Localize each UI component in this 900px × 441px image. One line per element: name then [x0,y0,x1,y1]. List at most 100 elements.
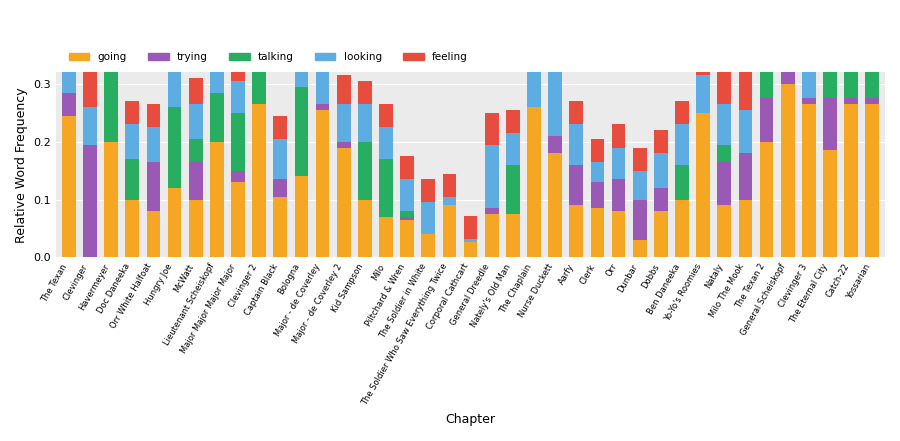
Bar [83,107,97,145]
Bar [802,98,815,104]
Bar [654,130,668,153]
Bar [125,124,140,159]
Bar [62,61,76,93]
Bar [844,61,858,98]
Bar [527,46,541,70]
Bar [443,206,456,258]
Bar [358,142,372,199]
Bar [527,107,541,258]
Bar [379,127,393,159]
Bar [316,70,329,104]
Bar [104,11,118,35]
Bar [739,153,752,199]
Bar [675,199,688,258]
Bar [506,110,519,133]
Bar [633,148,646,171]
Bar [866,0,879,23]
Bar [697,75,710,113]
Bar [358,104,372,142]
Bar [633,240,646,258]
Y-axis label: Relative Word Frequency: Relative Word Frequency [15,87,28,243]
Bar [824,98,837,150]
Bar [548,32,562,67]
Bar [697,41,710,75]
Bar [570,101,583,124]
Bar [189,104,202,139]
Legend: going, trying, talking, looking, feeling: going, trying, talking, looking, feeling [65,49,472,67]
Bar [717,104,731,145]
Bar [400,211,414,217]
Bar [400,156,414,179]
Bar [464,242,478,258]
Bar [294,87,309,176]
Bar [83,145,97,258]
Bar [125,159,140,199]
Bar [654,153,668,188]
Bar [739,70,752,110]
Bar [781,84,795,258]
Bar [358,81,372,104]
Bar [760,72,773,98]
Bar [590,162,604,182]
Bar [147,104,160,127]
Bar [210,93,224,142]
Bar [379,217,393,258]
Bar [824,49,837,72]
Bar [379,104,393,127]
Bar [760,142,773,258]
Bar [824,18,837,49]
Bar [62,116,76,258]
Bar [697,113,710,258]
Bar [760,41,773,72]
Bar [231,182,245,258]
Bar [612,148,625,179]
Bar [147,127,160,162]
Bar [781,0,795,23]
Bar [633,199,646,240]
Bar [147,211,160,258]
Bar [274,139,287,179]
Bar [548,67,562,136]
Bar [189,78,202,104]
Bar [570,165,583,206]
Bar [337,75,351,104]
Bar [443,174,456,197]
Bar [252,104,266,258]
Bar [104,35,118,67]
Bar [464,216,478,239]
Bar [548,136,562,153]
Bar [83,64,97,107]
Bar [844,23,858,61]
Bar [548,153,562,258]
Bar [167,188,182,258]
Bar [633,171,646,199]
Bar [231,81,245,113]
Bar [210,142,224,258]
Bar [125,101,140,124]
Bar [358,199,372,258]
Bar [717,162,731,206]
Bar [400,179,414,211]
Bar [760,6,773,41]
Bar [252,23,266,104]
Bar [527,70,541,107]
Bar [654,211,668,258]
Bar [294,49,309,87]
Bar [612,124,625,148]
Bar [400,217,414,220]
Bar [485,214,499,258]
Bar [506,133,519,165]
Bar [506,214,519,258]
Bar [189,199,202,258]
Bar [316,110,329,258]
Bar [443,197,456,206]
Bar [316,104,329,110]
Bar [866,104,879,258]
Bar [802,67,815,98]
Bar [337,104,351,142]
Bar [104,67,118,142]
Bar [421,202,436,234]
Bar [824,72,837,98]
Bar [147,162,160,211]
Bar [421,234,436,258]
